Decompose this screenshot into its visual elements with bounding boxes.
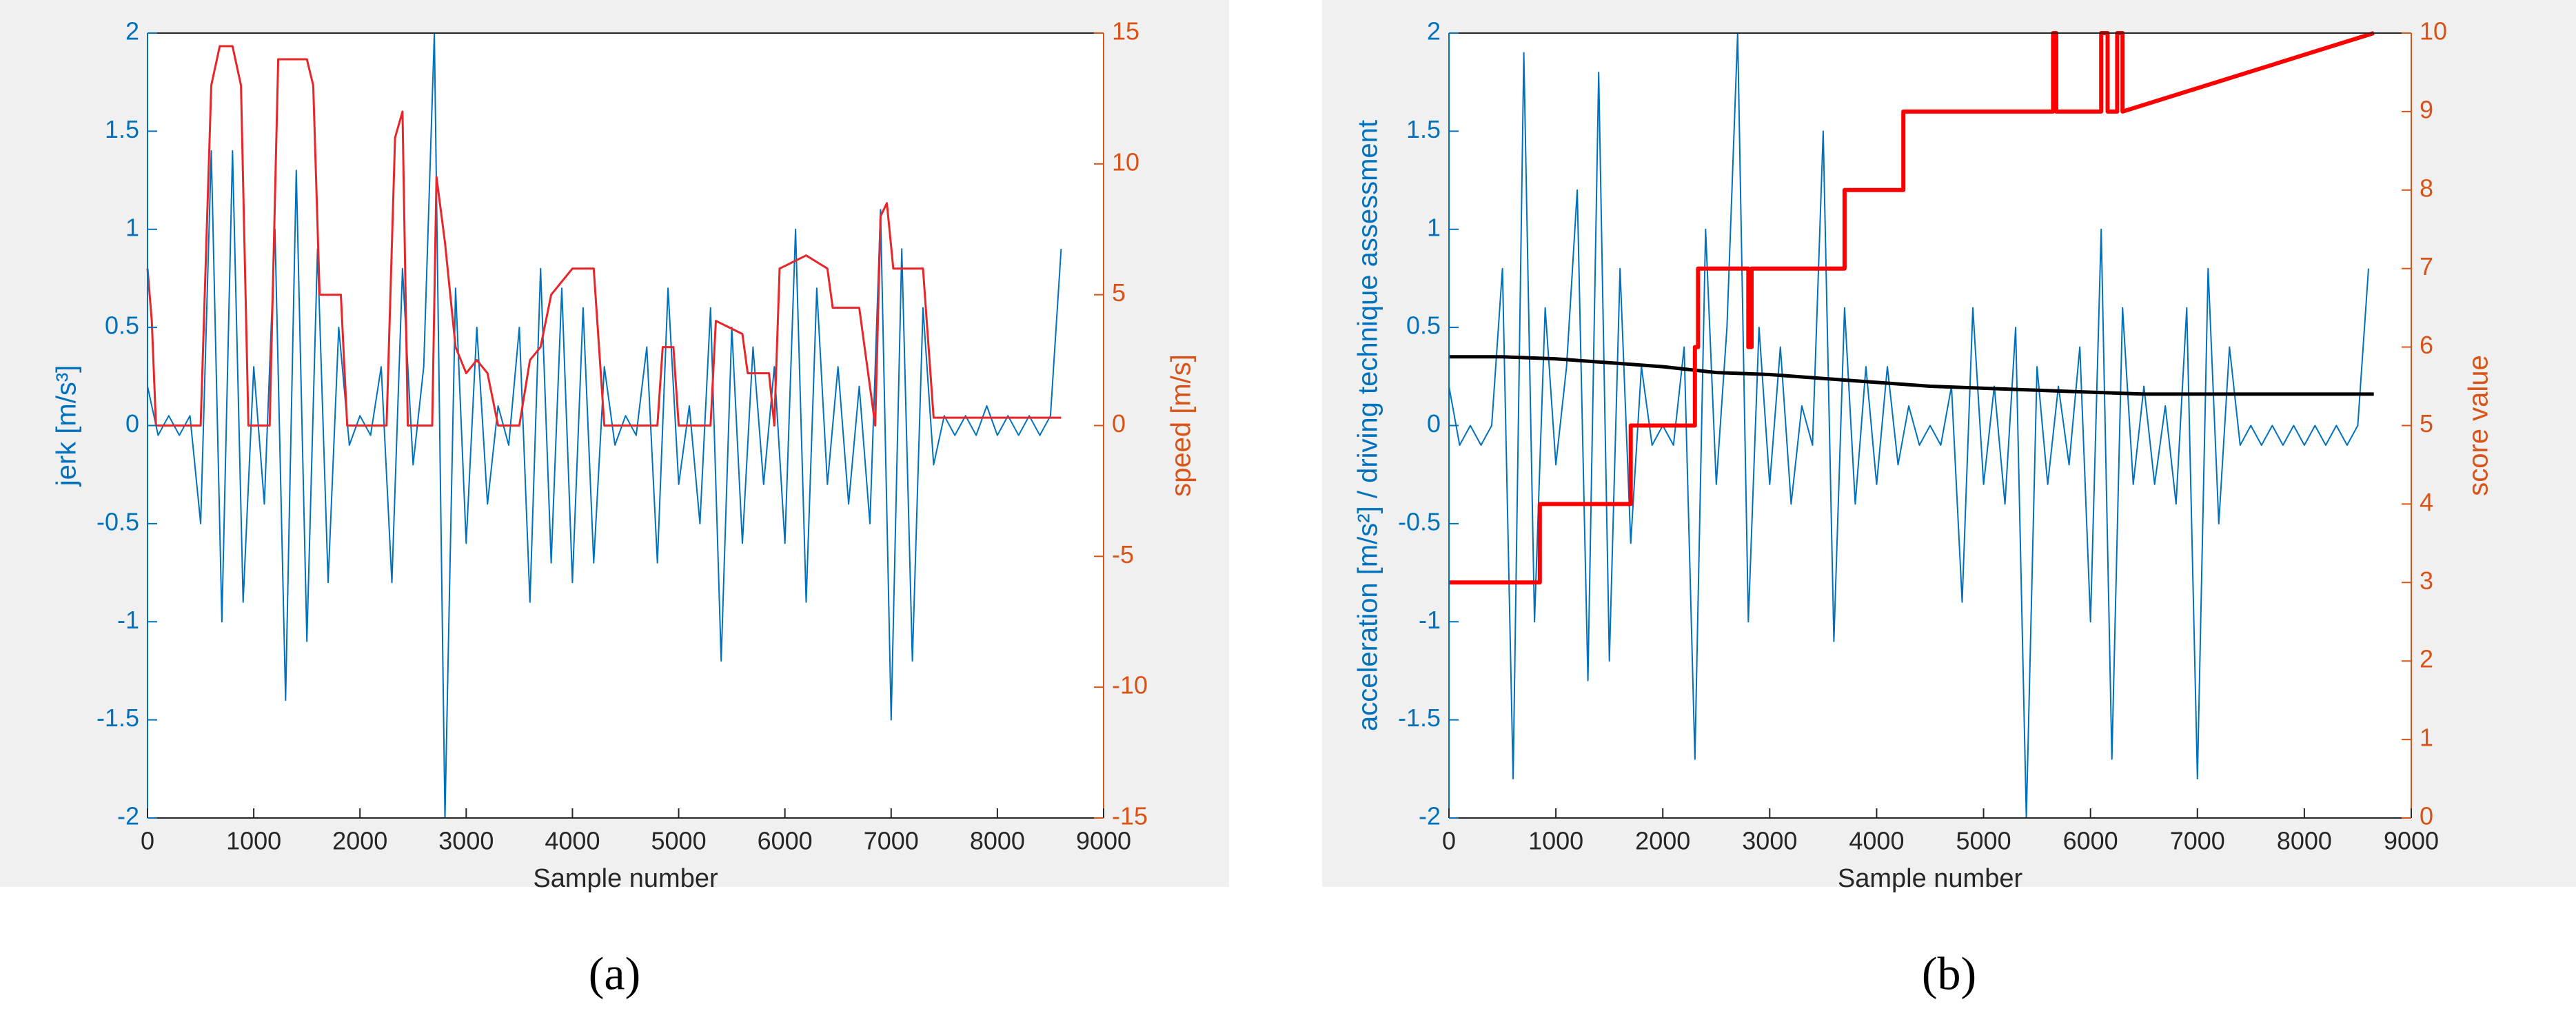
- x-tick-label: 6000: [2063, 827, 2118, 855]
- x-tick-label: 3000: [1742, 827, 1797, 855]
- y-axis-label: acceleration [m/s²] / driving technique …: [1353, 120, 1383, 731]
- y-tick-label: 1: [125, 213, 139, 241]
- y-tick-label: -1: [117, 606, 139, 634]
- x-tick-label: 6000: [758, 827, 813, 855]
- x-axis-label: Sample number: [533, 864, 718, 893]
- x-tick-label: 5000: [651, 827, 707, 855]
- x-tick-label: 5000: [1956, 827, 2011, 855]
- y2-tick-label: 0: [1112, 409, 1126, 438]
- y2-tick-label: 15: [1112, 17, 1139, 45]
- series-line: [1448, 32, 2369, 819]
- series-line: [147, 32, 1062, 819]
- x-tick-label: 7000: [2170, 827, 2225, 855]
- y-tick-label: -2: [1419, 802, 1441, 830]
- series-line: [1449, 355, 2374, 396]
- x-tick-label: 9000: [2384, 827, 2439, 855]
- y-tick-label: -2: [117, 802, 139, 830]
- y2-tick-label: 8: [2420, 174, 2433, 202]
- y-tick-label: 0: [125, 409, 139, 438]
- y-tick-label: -1: [1419, 606, 1441, 634]
- caption: (b): [1922, 948, 1976, 1000]
- y2-tick-label: 6: [2420, 331, 2433, 359]
- x-tick-label: 2000: [332, 827, 387, 855]
- y2-tick-label: 9: [2420, 95, 2433, 123]
- y2-tick-label: -15: [1112, 802, 1148, 830]
- y-tick-label: 0: [1427, 409, 1441, 438]
- x-tick-label: 7000: [864, 827, 919, 855]
- y2-tick-label: 10: [1112, 147, 1139, 176]
- x-tick-label: 1000: [1528, 827, 1583, 855]
- y2-tick-label: -5: [1112, 540, 1134, 569]
- y-tick-label: 1: [1427, 213, 1441, 241]
- x-tick-label: 0: [1442, 827, 1456, 855]
- y-tick-label: -0.5: [1398, 507, 1441, 535]
- y2-tick-label: 2: [2420, 645, 2433, 673]
- x-tick-label: 8000: [970, 827, 1025, 855]
- y-tick-label: -0.5: [97, 507, 139, 535]
- y2-tick-label: 7: [2420, 252, 2433, 280]
- series-line: [146, 45, 1062, 427]
- y2-axis-label: score value: [2464, 355, 2494, 496]
- series-line: [1449, 31, 2375, 585]
- x-tick-label: 4000: [545, 827, 600, 855]
- x-tick-label: 2000: [1635, 827, 1690, 855]
- y-tick-label: 1.5: [1406, 115, 1441, 143]
- y2-tick-label: 10: [2420, 17, 2447, 45]
- y2-tick-label: -10: [1112, 671, 1148, 699]
- y2-tick-label: 5: [2420, 409, 2433, 438]
- x-tick-label: 8000: [2277, 827, 2332, 855]
- y-tick-label: -1.5: [97, 704, 139, 732]
- y2-tick-label: 3: [2420, 566, 2433, 595]
- x-axis-label: Sample number: [1838, 864, 2023, 893]
- x-tick-label: 3000: [438, 827, 494, 855]
- x-tick-label: 4000: [1849, 827, 1904, 855]
- y-axis-label: jerk [m/s³]: [52, 365, 82, 487]
- y-tick-label: 1.5: [105, 115, 139, 143]
- y2-tick-label: 0: [2420, 802, 2433, 830]
- y-tick-label: 2: [125, 17, 139, 45]
- y-tick-label: 0.5: [1406, 311, 1441, 340]
- caption: (a): [589, 948, 640, 1000]
- y-tick-label: 2: [1427, 17, 1441, 45]
- y2-axis-label: speed [m/s]: [1166, 354, 1197, 497]
- x-tick-label: 0: [141, 827, 154, 855]
- y-tick-label: 0.5: [105, 311, 139, 340]
- y2-tick-label: 1: [2420, 724, 2433, 752]
- y2-tick-label: 4: [2420, 488, 2433, 516]
- x-tick-label: 9000: [1076, 827, 1131, 855]
- y-tick-label: -1.5: [1398, 704, 1441, 732]
- y2-tick-label: 5: [1112, 278, 1126, 307]
- x-tick-label: 1000: [226, 827, 281, 855]
